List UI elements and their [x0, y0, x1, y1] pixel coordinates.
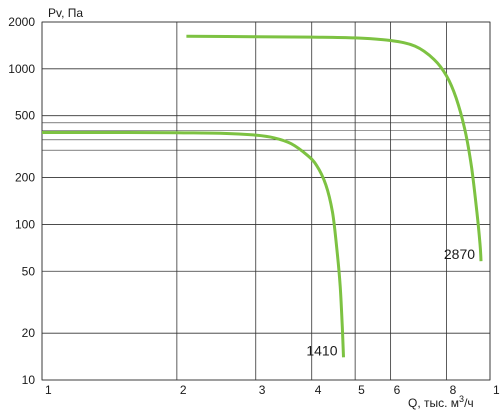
- series-line-1410: [41, 130, 345, 358]
- x-axis-title: Q, тыс. м3/ч: [408, 394, 474, 410]
- x-axis-title-text: Q, тыс. м: [408, 396, 459, 410]
- x-tick-label: 6: [394, 383, 401, 397]
- series-label-2870: 2870: [444, 246, 475, 262]
- x-axis-title-sup: 3: [459, 394, 464, 404]
- y-tick-label: 50: [22, 264, 36, 278]
- grid: [41, 21, 491, 381]
- y-tick-label: 2000: [8, 15, 35, 29]
- x-tick-label: 1: [45, 383, 52, 397]
- series-label-1410: 1410: [306, 342, 337, 358]
- y-axis-title: Pv, Па: [48, 6, 83, 20]
- x-tick-label: 2: [180, 383, 187, 397]
- y-tick-label: 1000: [8, 62, 35, 76]
- tick-labels: 1 2 3 4 5 6 8 10 10 20 50 100 200 500 1000 2000: [8, 15, 500, 397]
- y-tick-label: 200: [15, 171, 35, 185]
- y-tick-label: 10: [22, 373, 36, 387]
- x-tick-label: 5: [358, 383, 365, 397]
- x-tick-label: 10: [493, 383, 500, 397]
- y-tick-label: 20: [22, 326, 36, 340]
- x-tick-label: 8: [450, 383, 457, 397]
- series-labels: 1410 2870: [306, 246, 475, 358]
- x-tick-label: 3: [259, 383, 266, 397]
- plot-frame: [41, 21, 491, 381]
- y-tick-label: 100: [15, 217, 35, 231]
- series-lines: [41, 34, 483, 358]
- x-axis-title-suffix: /ч: [464, 396, 474, 410]
- series-line-2870: [186, 34, 483, 262]
- y-tick-label: 500: [15, 109, 35, 123]
- x-tick-label: 4: [315, 383, 322, 397]
